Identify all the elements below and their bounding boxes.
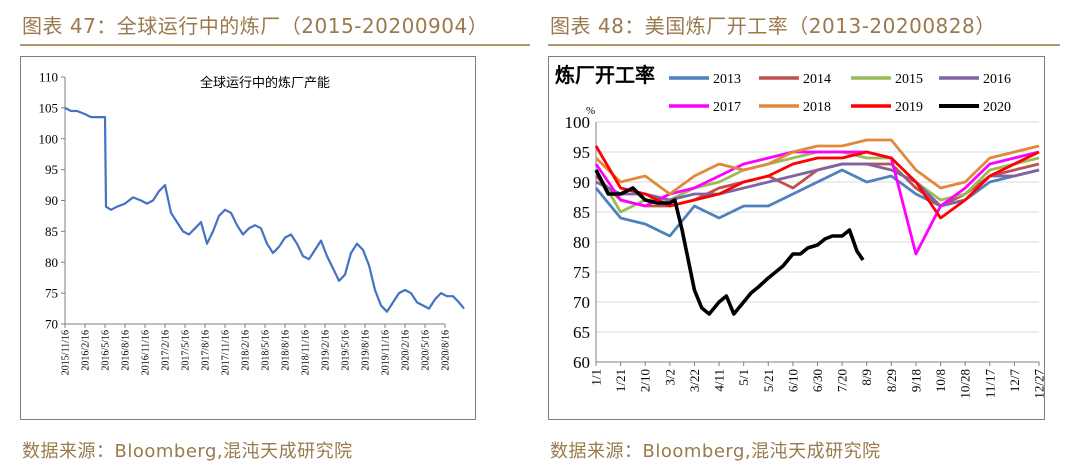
x-tick-label: 2017/8/16 [201, 330, 212, 371]
y-tick-label: 60 [573, 353, 590, 372]
chart-us-refinery-utilization: 60 65 70 75 80 85 90 95 100% 1/1 1/21 2/10 3/2 3/22 4/… [555, 63, 1047, 399]
y-tick-label: 90 [573, 173, 590, 192]
x-tick-label: 1/1 [589, 369, 604, 386]
x-tick-label: 8/9 [859, 369, 874, 386]
x-tick-label: 11/17 [982, 369, 997, 399]
x-tick-label: 12/7 [1007, 369, 1022, 393]
y-tick-label: 70 [573, 293, 590, 312]
y-tick-label: 100 [565, 113, 591, 132]
chart-panel-right: 60 65 70 75 80 85 90 95 100% 1/1 1/21 2/10 3/2 3/22 4/… [548, 56, 1047, 420]
x-tick-label: 2019/8/16 [361, 330, 372, 371]
y-tick-label: 85 [573, 203, 590, 222]
x-tick-label: 2018/8/16 [281, 330, 292, 371]
y-tick-label: 105 [39, 100, 59, 115]
x-tick-label: 7/20 [835, 369, 850, 392]
x-tick-label: 2016/2/16 [81, 330, 92, 371]
x-tick-label: 2017/11/16 [221, 330, 232, 375]
y-tick-label: 95 [573, 143, 590, 162]
x-tick-label: 2016/11/16 [141, 330, 152, 375]
x-tick-label: 2019/11/16 [381, 330, 392, 375]
y-tick-label: 95 [45, 162, 58, 177]
y-tick-label: 75 [573, 263, 590, 282]
series-line [595, 138, 1040, 196]
x-tick-label: 2018/5/16 [261, 330, 272, 371]
series-line [594, 145, 1040, 220]
x-tick-label: 2019/5/16 [341, 330, 352, 371]
chart-title: 炼厂开工率 [555, 63, 655, 87]
y-tick-label: 110 [39, 70, 58, 85]
x-tick-label: 4/11 [712, 369, 727, 392]
y-tick-label: 80 [45, 255, 58, 270]
x-tick-label: 2019/2/16 [321, 330, 332, 371]
x-tick-label: 1/21 [613, 369, 628, 392]
x-tick-label: 2018/2/16 [241, 330, 252, 371]
x-tick-label: 12/27 [1032, 369, 1045, 399]
legend-label: 2015 [895, 72, 923, 87]
x-tick-label: 2016/5/16 [101, 330, 112, 371]
x-tick-label: 5/1 [736, 369, 751, 386]
x-tick-label: 8/29 [884, 369, 899, 392]
y-tick-label: 90 [45, 193, 58, 208]
x-tick-label: 2016/8/16 [121, 330, 132, 371]
x-tick-label: 2/10 [638, 369, 653, 392]
y-tick-label: 85 [45, 224, 58, 239]
y-tick-label: 75 [45, 286, 58, 301]
caption-rule-left [20, 44, 530, 46]
x-tick-label: 3/22 [687, 369, 702, 392]
legend-label: 2020 [983, 100, 1011, 115]
x-tick-label: 10/8 [933, 369, 948, 392]
legend-label: 2017 [713, 100, 741, 115]
legend-label: 2013 [713, 72, 741, 87]
x-tick-label: 6/10 [785, 369, 800, 392]
x-tick-label: 2017/5/16 [181, 330, 192, 371]
legend-label: 2016 [983, 72, 1011, 87]
x-tick-label: 10/28 [958, 369, 973, 399]
y-tick-label: 100 [39, 131, 59, 146]
chart-panel-left: 70 75 80 85 90 95 100 105 110 2015/11/16 2016/2/16… [20, 56, 476, 420]
x-tick-label: 2020/2/16 [401, 330, 412, 371]
y-tick-label: 70 [45, 317, 58, 332]
series-line [594, 169, 865, 316]
legend-label: 2014 [803, 72, 831, 87]
chart-global-refinery-capacity: 70 75 80 85 90 95 100 105 110 2015/11/16 2016/2/16… [39, 70, 465, 375]
source-note-left: 数据来源：Bloomberg,混沌天成研究院 [22, 441, 353, 462]
y-unit-label: % [586, 105, 595, 117]
x-tick-label: 2018/11/16 [301, 330, 312, 375]
x-tick-label: 2020/8/16 [441, 330, 452, 371]
x-tick-label: 2017/2/16 [161, 330, 172, 371]
figure-caption-right: 图表 48：美国炼厂开工率（2013-20200828） [550, 14, 996, 38]
x-tick-label: 6/30 [810, 369, 825, 392]
x-tick-label: 2015/11/16 [61, 330, 72, 375]
x-tick-label: 3/2 [662, 369, 677, 386]
source-note-right: 数据来源：Bloomberg,混沌天成研究院 [550, 441, 881, 462]
x-tick-label: 9/18 [908, 369, 923, 392]
legend-label: 2018 [803, 100, 831, 115]
chart-title: 全球运行中的炼厂产能 [200, 75, 330, 91]
x-tick-label: 5/21 [761, 369, 776, 392]
y-tick-label: 80 [573, 233, 590, 252]
x-tick-label: 2020/5/16 [421, 330, 432, 371]
series-line [64, 106, 465, 313]
figure-caption-left: 图表 47：全球运行中的炼厂（2015-20200904） [22, 14, 489, 38]
y-tick-label: 65 [573, 323, 590, 342]
legend-label: 2019 [895, 100, 923, 115]
caption-rule-right [548, 44, 1060, 46]
